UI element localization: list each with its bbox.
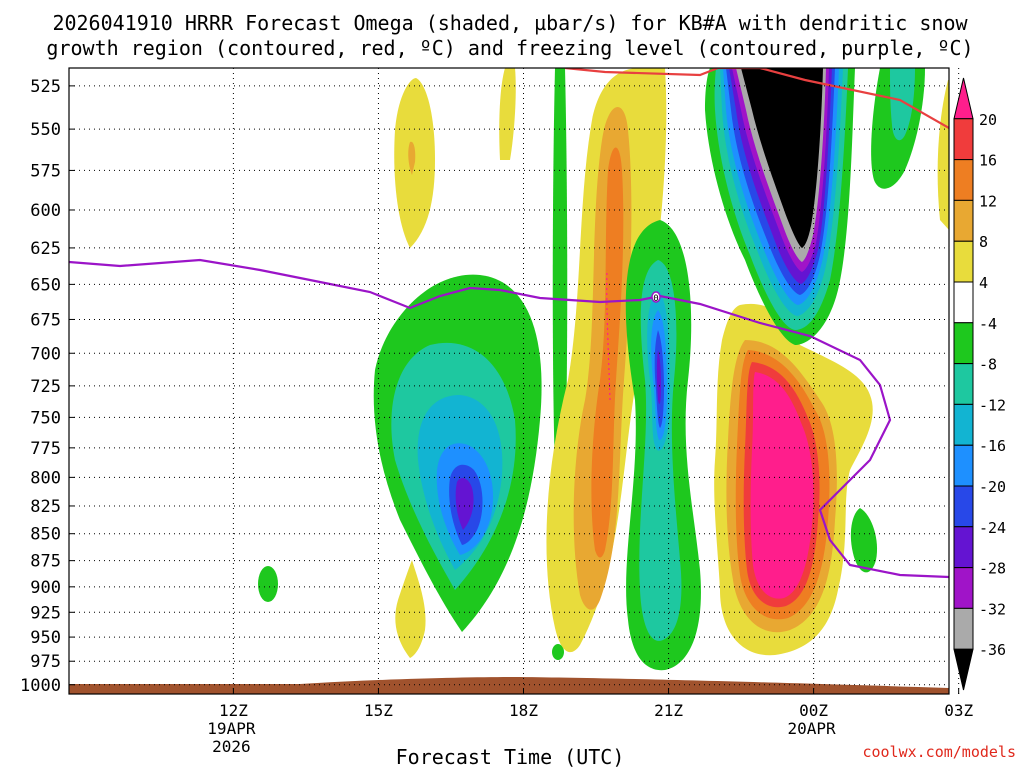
small-ascent-blob xyxy=(258,566,278,602)
colorbar-segment xyxy=(953,567,974,609)
colorbar: 20 16 12 8 4 -4 -8 -12 -16 -20 -24 -28 -32 -36 xyxy=(953,77,1006,691)
colorbar-label: -36 xyxy=(979,641,1006,659)
colorbar-segment xyxy=(953,403,974,446)
y-tick-label: 850 xyxy=(30,525,61,545)
x-tick-label: 15Z xyxy=(364,701,393,720)
colorbar-label: 8 xyxy=(979,233,988,251)
credit-text: coolwx.com/models xyxy=(862,743,1016,761)
grid-lines xyxy=(69,68,960,694)
y-tick-label: 575 xyxy=(30,161,61,181)
x-tick-date: 20APR xyxy=(788,719,837,738)
colorbar-label: 20 xyxy=(979,111,997,129)
small-descent-blob xyxy=(395,560,426,658)
y-tick-label: 1000 xyxy=(20,676,61,696)
ascent-column-22z xyxy=(625,220,701,671)
colorbar-segment xyxy=(953,648,974,691)
colorbar-segment xyxy=(953,159,974,201)
x-tick-label: 21Z xyxy=(654,701,683,720)
colorbar-label: -16 xyxy=(979,437,1006,455)
dgz-contour xyxy=(564,68,949,129)
colorbar-segment xyxy=(953,118,974,161)
y-tick-label: 550 xyxy=(30,120,61,140)
freezing-level-label: 0 xyxy=(653,294,658,304)
y-tick-label: 650 xyxy=(30,275,61,295)
y-tick-label: 925 xyxy=(30,603,61,623)
x-tick-label: 12Z xyxy=(219,701,248,720)
x-tick-date: 19APR xyxy=(207,719,256,738)
y-tick-label: 625 xyxy=(30,239,61,259)
colorbar-label: -32 xyxy=(979,600,1006,618)
y-tick-label: 975 xyxy=(30,652,61,672)
chart-title-line2: growth region (contoured, red, ºC) and f… xyxy=(46,36,973,60)
colorbar-label: -24 xyxy=(979,519,1006,537)
y-tick-label: 875 xyxy=(30,552,61,572)
colorbar-segment xyxy=(953,444,974,487)
x-tick-label: 18Z xyxy=(509,701,538,720)
x-tick-label: 03Z xyxy=(944,701,973,720)
y-tick-label: 950 xyxy=(30,628,61,648)
colorbar-label: -4 xyxy=(979,315,997,333)
colorbar-label: -8 xyxy=(979,356,997,374)
ascent-region-18z xyxy=(373,274,542,632)
y-tick-label: 725 xyxy=(30,377,61,397)
upper-right-ascent xyxy=(871,68,949,230)
y-tick-label: 700 xyxy=(30,344,61,364)
y-tick-label: 675 xyxy=(30,310,61,330)
y-tick-label: 825 xyxy=(30,497,61,517)
colorbar-segment xyxy=(953,607,974,650)
chart-title-line1: 2026041910 HRRR Forecast Omega (shaded, … xyxy=(52,11,968,35)
small-ascent-right xyxy=(850,508,878,573)
y-tick-label: 750 xyxy=(30,408,61,428)
y-tick-label: 525 xyxy=(30,77,61,97)
colorbar-segment xyxy=(953,322,974,365)
colorbar-label: 12 xyxy=(979,192,997,210)
omega-shading: 0 xyxy=(69,68,949,694)
colorbar-segment xyxy=(953,485,974,528)
y-tick-label: 775 xyxy=(30,439,61,459)
colorbar-segment xyxy=(953,199,974,242)
colorbar-segment xyxy=(953,526,974,569)
y-tick-label: 900 xyxy=(30,578,61,598)
colorbar-label: -12 xyxy=(979,396,1006,414)
colorbar-label: 4 xyxy=(979,274,988,292)
colorbar-segment xyxy=(953,240,974,283)
terrain-ground xyxy=(69,677,949,694)
plot-frame xyxy=(68,67,950,695)
y-tick-label: 600 xyxy=(30,201,61,221)
colorbar-label: -20 xyxy=(979,478,1006,496)
colorbar-segment xyxy=(953,77,974,120)
colorbar-segment xyxy=(953,363,974,405)
x-tick-label: 00Z xyxy=(799,701,828,720)
strong-descent-00z xyxy=(714,303,873,656)
upper-ascent-core-01z xyxy=(705,68,855,345)
descent-band-21z xyxy=(546,68,667,653)
colorbar-segment xyxy=(953,281,974,324)
x-tick-year: 2026 xyxy=(212,737,251,756)
y-tick-label: 800 xyxy=(30,468,61,488)
colorbar-label: 16 xyxy=(979,152,997,170)
colorbar-label: -28 xyxy=(979,560,1006,578)
x-axis-label: Forecast Time (UTC) xyxy=(396,745,625,768)
y-axis: 525 550 575 600 625 650 675 700 725 750 775 800 825 8… xyxy=(20,77,75,696)
